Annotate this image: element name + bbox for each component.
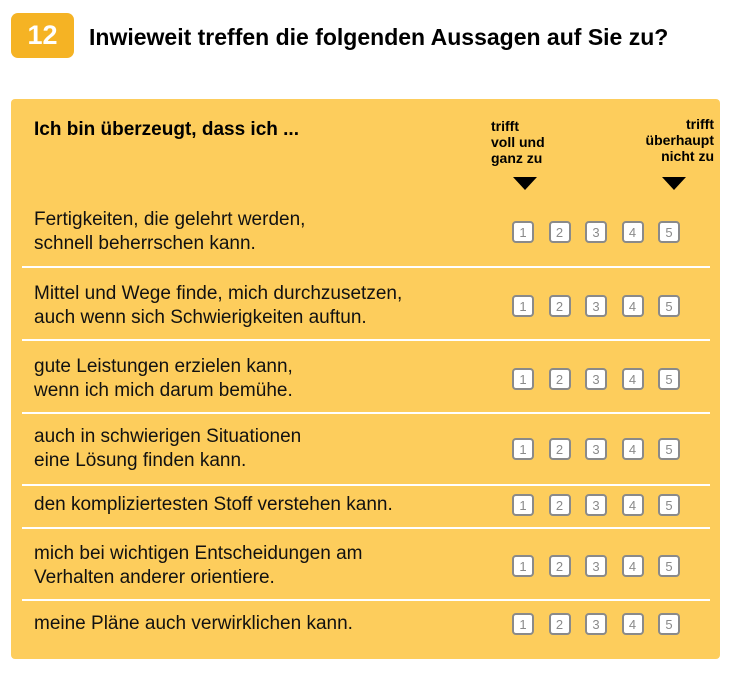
statement-text: mich bei wichtigen Entscheidungen am Verh… [34,542,362,590]
rating-checkbox-4[interactable]: 4 [621,494,644,516]
row-divider [22,339,710,341]
scale-label-agree-line: ganz zu [491,150,543,166]
statement-text: auch in schwierigen Situationen eine Lösu… [34,425,301,473]
rating-checkbox-1[interactable]: 1 [512,613,534,635]
rating-checkbox-2[interactable]: 2 [548,438,571,460]
rating-checkbox-3[interactable]: 3 [585,555,607,577]
statement-row: Mittel und Wege finde, mich durchzusetze… [11,282,699,330]
rating-checkbox-3[interactable]: 3 [585,438,607,460]
rating-checkbox-5[interactable]: 5 [658,494,680,516]
statement-row: den kompliziertesten Stoff verstehen kan… [11,481,699,529]
rating-checkbox-1[interactable]: 1 [512,368,534,390]
rating-checkbox-1[interactable]: 1 [512,221,534,243]
question-number-badge: 12 [11,13,74,58]
rating-checkbox-1[interactable]: 1 [512,555,534,577]
row-divider [22,266,710,268]
statement-line: auch wenn sich Schwierigkeiten auftun. [34,307,367,328]
rating-checkbox-4[interactable]: 4 [621,438,644,460]
rating-checkbox-2[interactable]: 2 [548,295,571,317]
row-divider [22,527,710,529]
statement-line: wenn ich mich darum bemühe. [34,380,293,401]
scale-label-disagree: trifft überhaupt nicht zu [646,116,714,164]
rating-checkbox-1[interactable]: 1 [512,295,534,317]
scale-label-agree-line: voll und [491,134,545,150]
statement-row: meine Pläne auch verwirklichen kann. 1 2 3 4… [11,600,699,648]
arrow-down-icon [662,177,686,190]
rating-checkbox-5[interactable]: 5 [658,613,680,635]
rating-checkbox-3[interactable]: 3 [585,295,607,317]
scale-label-agree-line: trifft [491,118,519,134]
rating-checkbox-4[interactable]: 4 [621,295,644,317]
statement-line: auch in schwierigen Situationen [34,426,302,447]
rating-checkbox-3[interactable]: 3 [585,613,607,635]
rating-checkbox-5[interactable]: 5 [658,295,680,317]
rating-checkbox-5[interactable]: 5 [658,555,680,577]
question-title: Inwieweit treffen die folgenden Aussagen… [89,24,669,50]
rating-checkbox-2[interactable]: 2 [548,494,571,516]
rating-checkbox-1[interactable]: 1 [512,494,534,516]
row-divider [22,412,710,414]
rating-checkbox-2[interactable]: 2 [548,368,571,390]
rating-checkbox-2[interactable]: 2 [548,613,571,635]
statement-line: gute Leistungen erzielen kann, [34,356,293,377]
statement-text: gute Leistungen erzielen kann, wenn ich m… [34,355,293,403]
statement-line: Fertigkeiten, die gelehrt werden, [34,209,306,230]
rating-checkbox-2[interactable]: 2 [548,221,571,243]
rating-checkbox-5[interactable]: 5 [658,438,680,460]
arrow-down-icon [513,177,537,190]
statement-row: gute Leistungen erzielen kann, wenn ich m… [11,355,699,403]
statement-line: meine Pläne auch verwirklichen kann. [34,613,353,634]
statement-row: Fertigkeiten, die gelehrt werden, schnell… [11,208,699,256]
rating-checkbox-3[interactable]: 3 [585,368,607,390]
row-divider [22,484,710,486]
question-panel: Ich bin überzeugt, dass ich ... trifft v… [11,99,720,659]
statement-text: Fertigkeiten, die gelehrt werden, schnell… [34,208,305,256]
rating-checkbox-1[interactable]: 1 [512,438,534,460]
rating-checkbox-4[interactable]: 4 [621,613,644,635]
scale-label-disagree-line: trifft [686,116,714,132]
rating-checkbox-4[interactable]: 4 [621,555,644,577]
statement-line: den kompliziertesten Stoff verstehen kan… [34,494,393,515]
scale-label-disagree-line: überhaupt [645,132,714,148]
rating-checkbox-3[interactable]: 3 [585,494,607,516]
statement-text: den kompliziertesten Stoff verstehen kan… [34,493,393,517]
rating-checkbox-4[interactable]: 4 [621,221,644,243]
statement-line: Mittel und Wege finde, mich durchzusetze… [34,283,403,304]
rating-checkbox-4[interactable]: 4 [621,368,644,390]
statement-intro: Ich bin überzeugt, dass ich ... [34,119,299,140]
statement-row: auch in schwierigen Situationen eine Lösu… [11,425,699,473]
statement-line: eine Lösung finden kann. [34,450,247,471]
statement-text: meine Pläne auch verwirklichen kann. [34,612,353,636]
rating-checkbox-5[interactable]: 5 [658,221,680,243]
statement-line: mich bei wichtigen Entscheidungen am [34,543,363,564]
scale-label-disagree-line: nicht zu [661,148,714,164]
statement-line: schnell beherrschen kann. [34,233,256,254]
statement-row: mich bei wichtigen Entscheidungen am Verh… [11,542,699,590]
rating-checkbox-3[interactable]: 3 [585,221,607,243]
rating-checkbox-2[interactable]: 2 [548,555,571,577]
statement-text: Mittel und Wege finde, mich durchzusetze… [34,282,402,330]
statement-line: Verhalten anderer orientiere. [34,567,275,588]
row-divider [22,599,710,601]
scale-label-agree: trifft voll und ganz zu [491,118,545,166]
rating-checkbox-5[interactable]: 5 [658,368,680,390]
